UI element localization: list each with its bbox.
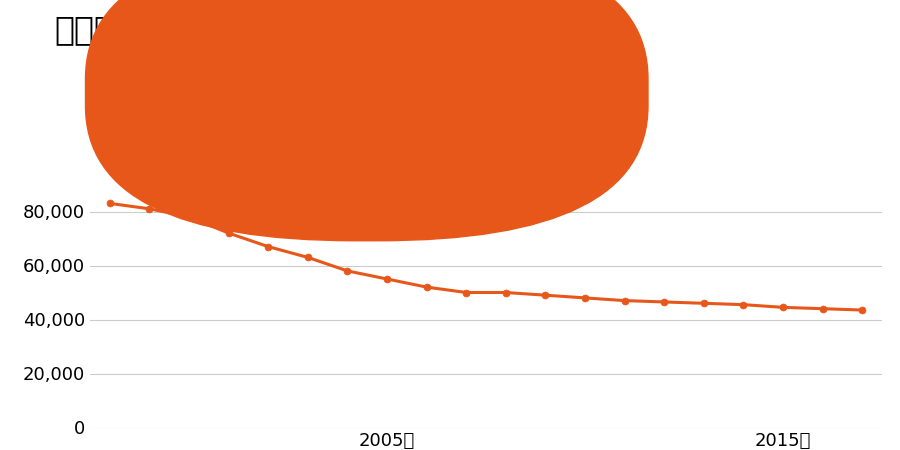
Text: 三重県桑名市江場字貝戸５３８番１外の地価推移: 三重県桑名市江場字貝戸５３８番１外の地価推移	[54, 14, 494, 46]
Text: 価格: 価格	[382, 81, 404, 99]
